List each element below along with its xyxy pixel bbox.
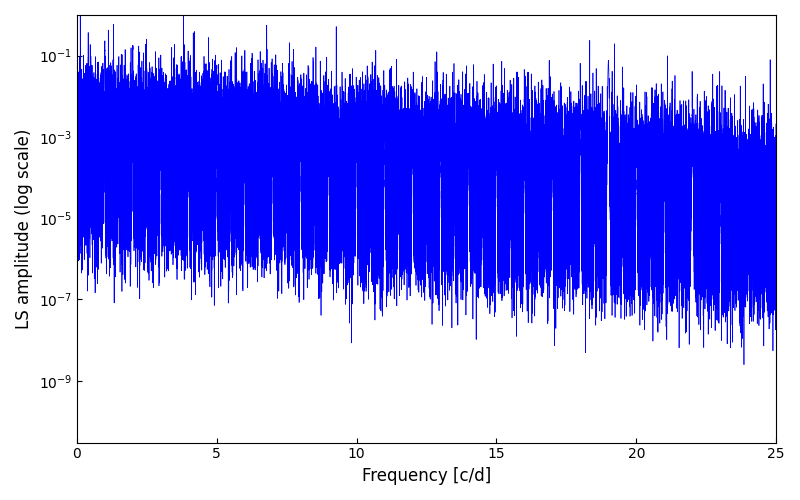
X-axis label: Frequency [c/d]: Frequency [c/d] xyxy=(362,467,491,485)
Y-axis label: LS amplitude (log scale): LS amplitude (log scale) xyxy=(15,128,33,329)
